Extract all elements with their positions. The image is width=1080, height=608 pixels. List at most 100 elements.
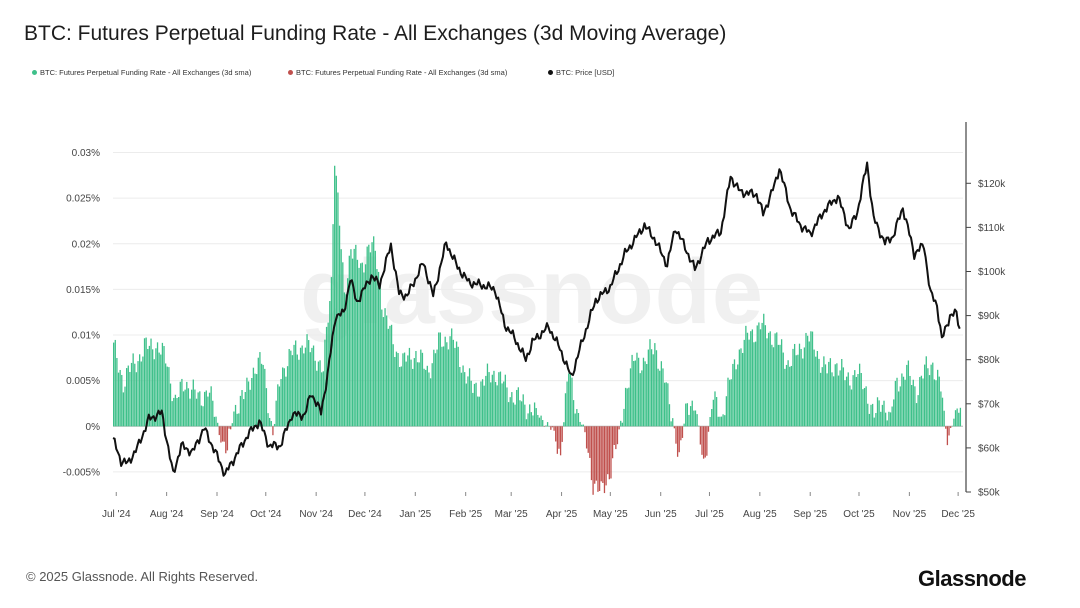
funding-bar (433, 349, 435, 427)
funding-bar (816, 351, 819, 427)
funding-bar (725, 396, 728, 427)
funding-bar (764, 325, 767, 427)
funding-bar (875, 413, 877, 427)
funding-bar (769, 331, 771, 427)
funding-bar (228, 426, 230, 429)
funding-bar (161, 342, 164, 427)
funding-bar (550, 426, 552, 430)
funding-bar (390, 324, 393, 427)
funding-bar (238, 413, 240, 427)
funding-bar (410, 359, 412, 427)
funding-bar (735, 369, 737, 427)
funding-bar (473, 383, 476, 427)
funding-bar (293, 344, 295, 427)
funding-bar (301, 345, 303, 427)
legend-dot-green (32, 70, 37, 75)
legend-dot-red (288, 70, 293, 75)
funding-bar (888, 411, 890, 427)
funding-bar (712, 399, 715, 427)
funding-bar (249, 389, 251, 427)
funding-bar (381, 309, 383, 427)
funding-bar (746, 332, 749, 427)
funding-bar (707, 426, 710, 432)
funding-bar (912, 379, 914, 427)
funding-bar (273, 423, 276, 427)
funding-bar (260, 363, 263, 427)
funding-bar (909, 375, 911, 427)
funding-bar (212, 400, 214, 427)
funding-bar (610, 426, 612, 479)
funding-bar (868, 413, 871, 427)
legend-item-positive-funding[interactable]: BTC: Futures Perpetual Funding Rate - Al… (32, 68, 251, 77)
funding-bar (857, 374, 859, 427)
funding-bar (959, 407, 962, 427)
funding-bar (633, 361, 635, 427)
funding-bar (595, 426, 597, 481)
y-left-tick-label: 0.03% (72, 148, 100, 159)
legend-item-btc-price[interactable]: BTC: Price [USD] (548, 68, 614, 77)
funding-bar (636, 352, 638, 427)
funding-bar (490, 382, 492, 427)
legend-item-negative-funding[interactable]: BTC: Futures Perpetual Funding Rate - Al… (288, 68, 507, 77)
funding-bar (538, 417, 541, 427)
funding-bar (174, 394, 177, 427)
funding-bar (854, 370, 856, 427)
funding-bar (758, 322, 760, 427)
funding-bar (173, 397, 175, 427)
funding-bar (303, 353, 305, 427)
funding-bar (150, 338, 152, 427)
funding-bar (259, 352, 261, 427)
funding-bar (477, 396, 479, 427)
funding-bar (264, 368, 266, 427)
funding-bar (512, 402, 515, 427)
funding-bar (889, 412, 892, 427)
funding-bar (847, 372, 849, 427)
funding-bar (334, 165, 336, 427)
funding-bar (660, 361, 663, 427)
x-tick-label: Sep '25 (793, 509, 827, 520)
funding-bar (844, 380, 846, 427)
funding-bar (243, 399, 245, 427)
funding-bar (738, 349, 741, 427)
funding-bar (585, 426, 588, 449)
funding-bar (628, 387, 630, 427)
x-tick-label: Nov '25 (893, 509, 927, 520)
funding-bar (210, 386, 212, 427)
x-tick-label: Feb '25 (449, 509, 482, 520)
funding-bar (163, 346, 165, 427)
funding-bar (360, 263, 362, 427)
funding-bar (542, 420, 544, 427)
funding-bar (724, 415, 726, 427)
funding-bar (405, 361, 407, 427)
funding-bar (493, 370, 495, 427)
funding-bar (418, 362, 420, 427)
funding-bar (356, 259, 359, 427)
funding-bar (837, 375, 840, 427)
funding-bar (855, 376, 858, 427)
funding-bar (272, 426, 274, 436)
funding-bar (662, 368, 664, 427)
funding-bar (902, 376, 905, 427)
y-left-tick-label: 0.015% (66, 285, 100, 296)
funding-bar (348, 255, 350, 427)
funding-bar (663, 382, 666, 427)
funding-bar (644, 361, 646, 427)
funding-bar (743, 339, 745, 427)
funding-bar (202, 406, 204, 427)
funding-bar (563, 422, 565, 427)
funding-bar (306, 334, 308, 427)
funding-bar (147, 349, 149, 427)
funding-bar (452, 339, 454, 427)
funding-bar (831, 372, 833, 427)
funding-bar (865, 386, 867, 427)
funding-bar (415, 350, 417, 427)
funding-bar (200, 405, 203, 427)
funding-bar (559, 426, 562, 456)
funding-bar (714, 391, 716, 427)
y-right-tick-label: $70k (978, 399, 1001, 410)
funding-bar (618, 426, 620, 430)
funding-bar (158, 352, 160, 427)
funding-bar (753, 342, 755, 427)
funding-bar (828, 361, 830, 427)
funding-bar (642, 357, 645, 427)
